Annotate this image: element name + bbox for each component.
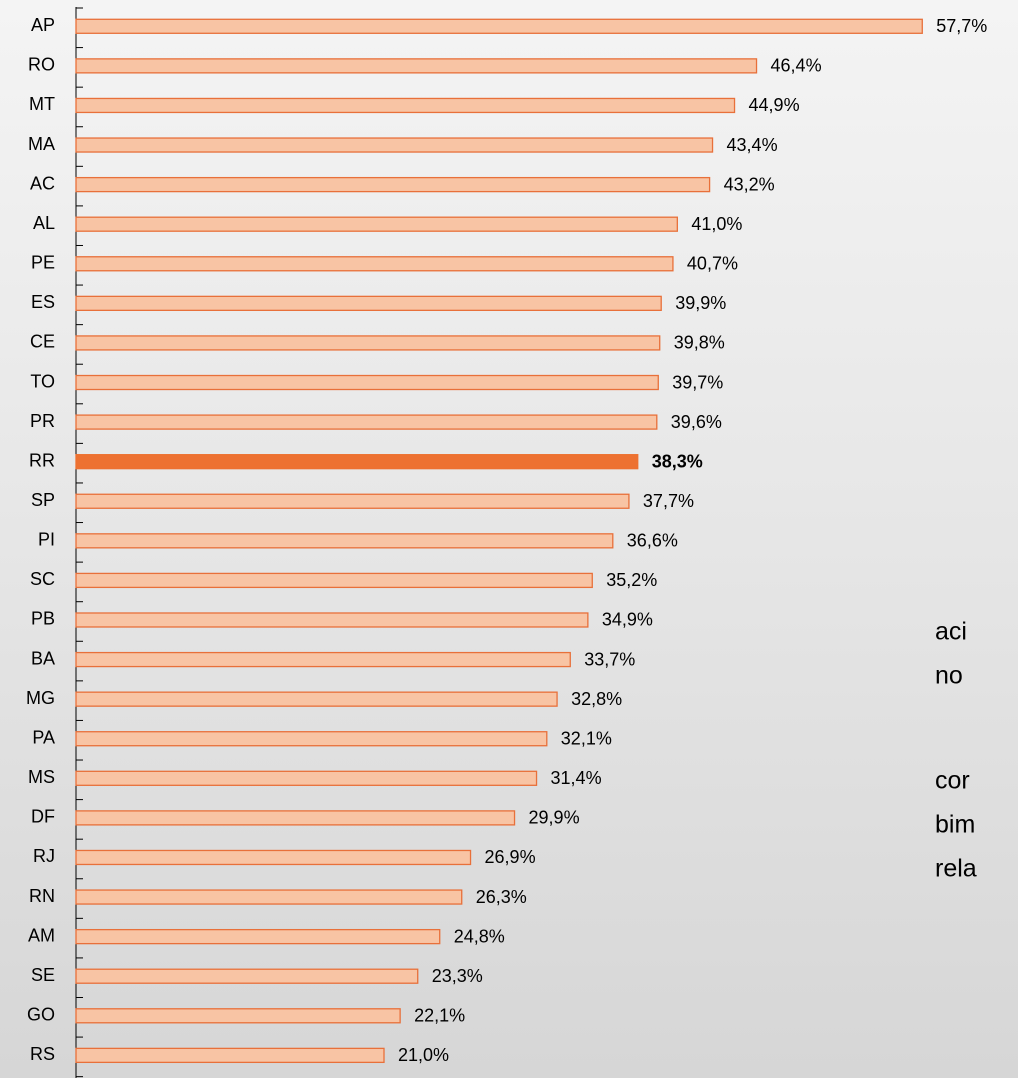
value-label: 23,3%	[432, 966, 483, 986]
y-tick-label: RN	[29, 886, 55, 906]
value-label: 31,4%	[551, 768, 602, 788]
bar	[75, 1008, 401, 1024]
bar	[75, 176, 711, 193]
y-tick-label: TO	[30, 371, 55, 391]
bar	[75, 18, 923, 34]
annotation: aci	[935, 618, 967, 646]
bar	[75, 216, 678, 232]
y-tick-label: RO	[28, 55, 55, 75]
value-label: 57,7%	[936, 16, 987, 36]
y-tick-label: SE	[31, 965, 55, 985]
y-tick-label: PA	[32, 727, 55, 747]
y-tick-label: PI	[38, 530, 55, 550]
value-label: 33,7%	[584, 649, 635, 669]
bar	[75, 651, 571, 668]
value-label: 34,9%	[602, 610, 653, 630]
bar	[75, 414, 658, 430]
value-label: 24,8%	[454, 926, 505, 946]
value-label: 22,1%	[414, 1006, 465, 1026]
y-tick-label: PE	[31, 253, 55, 273]
value-label: 32,8%	[571, 689, 622, 709]
y-tick-label: AL	[33, 213, 55, 233]
bar	[75, 454, 639, 470]
value-label: 44,9%	[749, 95, 800, 115]
y-tick-label: AP	[31, 15, 55, 35]
y-tick-label: MG	[26, 688, 55, 708]
value-label: 39,7%	[672, 372, 723, 392]
value-label: 29,9%	[529, 808, 580, 828]
y-tick-label: BA	[31, 648, 55, 668]
bar	[75, 256, 674, 272]
y-tick-label: MA	[28, 134, 55, 154]
bar	[75, 928, 441, 945]
annotation: rela	[935, 855, 977, 883]
value-label: 43,2%	[724, 174, 775, 194]
y-tick-label: ES	[31, 292, 55, 312]
value-label: 26,9%	[485, 847, 536, 867]
y-tick-label: PB	[31, 609, 55, 629]
bar	[75, 849, 472, 866]
value-label: 40,7%	[687, 254, 738, 274]
y-tick-label: AM	[28, 925, 55, 945]
value-label: 36,6%	[627, 531, 678, 551]
y-tick-label: DF	[31, 807, 55, 827]
y-tick-label: CE	[30, 332, 55, 352]
bar	[75, 691, 558, 707]
bar	[75, 295, 662, 312]
bar	[75, 770, 538, 786]
y-tick-label: RJ	[33, 846, 55, 866]
bar	[75, 137, 714, 153]
value-label: 32,1%	[561, 728, 612, 748]
y-tick-label: RS	[30, 1044, 55, 1064]
bar	[75, 335, 661, 351]
y-tick-label: GO	[27, 1005, 55, 1025]
value-label: 26,3%	[476, 887, 527, 907]
y-tick-label: SC	[30, 569, 55, 589]
annotation: cor	[935, 767, 970, 795]
value-label: 43,4%	[727, 135, 778, 155]
value-label: 39,6%	[671, 412, 722, 432]
bar	[75, 58, 758, 74]
bar	[75, 810, 516, 826]
value-label: 39,8%	[674, 333, 725, 353]
value-label: 35,2%	[606, 570, 657, 590]
value-label: 41,0%	[691, 214, 742, 234]
bar	[75, 97, 736, 114]
bar	[75, 572, 593, 589]
bar	[75, 889, 463, 905]
value-label: 21,0%	[398, 1045, 449, 1065]
value-label: 46,4%	[771, 56, 822, 76]
y-tick-label: PR	[30, 411, 55, 431]
bar	[75, 493, 630, 509]
bar	[75, 533, 614, 549]
value-label: 38,3%	[652, 451, 703, 471]
y-tick-label: AC	[30, 173, 55, 193]
bar	[75, 731, 548, 747]
bar	[75, 374, 659, 391]
value-label: 37,7%	[643, 491, 694, 511]
annotation: bim	[935, 811, 975, 839]
y-tick-label: SP	[31, 490, 55, 510]
y-tick-label: MT	[29, 94, 55, 114]
value-label: 39,9%	[675, 293, 726, 313]
annotation: no	[935, 662, 963, 690]
bar	[75, 612, 589, 628]
y-tick-label: MS	[28, 767, 55, 787]
bar	[75, 1047, 385, 1064]
bar	[75, 968, 419, 984]
y-tick-label: RR	[29, 450, 55, 470]
